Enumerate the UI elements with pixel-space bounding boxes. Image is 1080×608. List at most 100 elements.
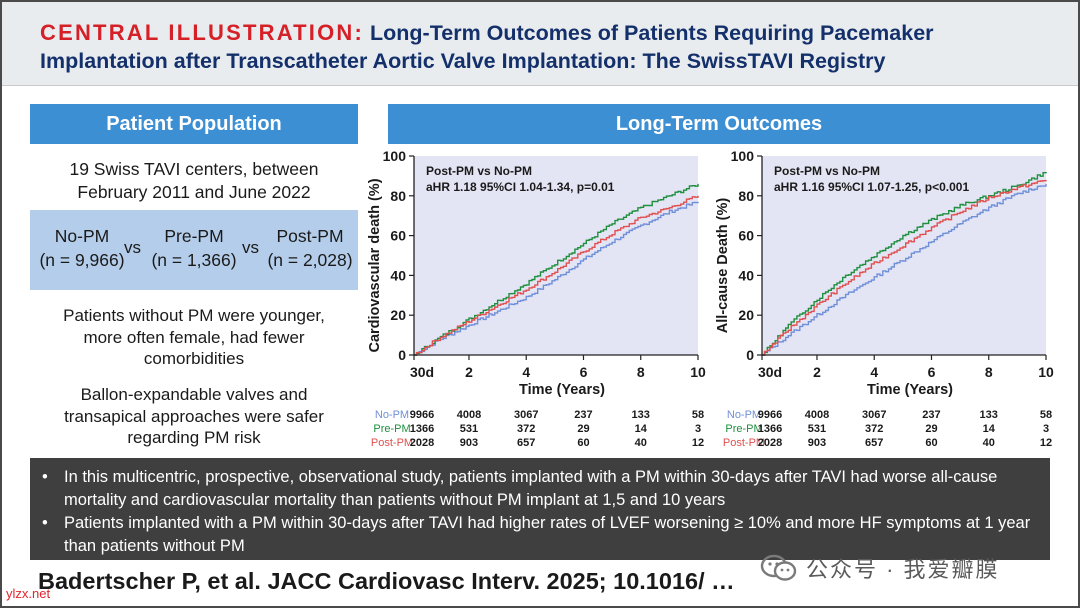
annotation-line-2: aHR 1.16 95%CI 1.07-1.25, p<0.001 [774, 180, 969, 194]
x-tick-label: 2 [813, 364, 821, 380]
annotation-line-1: Post-PM vs No-PM [426, 164, 532, 178]
annotation-line-1: Post-PM vs No-PM [774, 164, 880, 178]
annotation-line-2: aHR 1.18 95%CI 1.04-1.34, p=0.01 [426, 180, 615, 194]
y-axis-label: All-cause Death (%) [715, 198, 731, 334]
risk-count: 133 [632, 409, 650, 421]
group-count: (n = 1,366) [151, 250, 237, 270]
centers-line-1: 19 Swiss TAVI centers, between [69, 159, 319, 179]
vs-label-1: vs [124, 238, 141, 257]
risk-count: 3067 [862, 409, 886, 421]
note-line: Ballon-expandable valves and [80, 385, 308, 404]
x-tick-label: 6 [580, 364, 588, 380]
x-tick-label: 8 [637, 364, 645, 380]
group-name: Post-PM [276, 226, 344, 246]
risk-row-label: Post-PM [371, 437, 413, 449]
patient-population-banner: Patient Population [30, 104, 358, 144]
watermark: 公众号 · 我爱瓣膜 [760, 552, 1000, 584]
valve-note: Ballon-expandable valves and transapical… [30, 384, 358, 449]
risk-count: 903 [808, 437, 826, 449]
risk-count: 9966 [410, 409, 434, 421]
risk-count: 40 [635, 437, 647, 449]
x-tick-label: 10 [690, 364, 706, 380]
risk-count: 4008 [805, 409, 829, 421]
x-tick-label: 4 [522, 364, 530, 380]
risk-count: 133 [980, 409, 998, 421]
x-tick-label: 30d [758, 364, 782, 380]
wechat-icon [760, 554, 797, 581]
risk-count: 58 [1040, 409, 1052, 421]
y-tick-label: 60 [390, 228, 406, 244]
header-line-1: CENTRAL ILLUSTRATION: Long-Term Outcomes… [40, 20, 934, 46]
finding-1: • In this multicentric, prospective, obs… [40, 466, 1036, 512]
y-axis-label: Cardiovascular death (%) [367, 178, 383, 352]
group-pre-pm: Pre-PM (n = 1,366) [148, 224, 240, 272]
citation: Badertscher P, et al. JACC Cardiovasc In… [38, 568, 735, 594]
risk-count: 3 [1043, 423, 1049, 435]
group-count: (n = 9,966) [39, 250, 125, 270]
x-tick-label: 2 [465, 364, 473, 380]
note-line: regarding PM risk [127, 428, 261, 447]
risk-count: 12 [1040, 437, 1052, 449]
centers-line-2: February 2011 and June 2022 [77, 182, 311, 202]
risk-count: 237 [922, 409, 940, 421]
x-axis-label: Time (Years) [867, 382, 953, 398]
x-tick-label: 4 [870, 364, 878, 380]
risk-row-label: No-PM [375, 409, 409, 421]
series-line-pre-pm [762, 171, 1047, 356]
y-tick-label: 0 [398, 347, 406, 363]
risk-count: 2028 [758, 437, 782, 449]
watermark-text: 公众号 · 我爱瓣膜 [806, 557, 1000, 582]
risk-count: 372 [865, 423, 883, 435]
site-label: ylzx.net [6, 586, 51, 601]
central-illustration-label: CENTRAL ILLUSTRATION: [40, 20, 365, 45]
risk-count: 9966 [758, 409, 782, 421]
charts-area: 0 20 40 60 80 100 30d 2 4 6 8 10 Time (Years) Cardiov… [360, 146, 1080, 456]
finding-text: Patients implanted with a PM within 30-d… [64, 514, 1031, 555]
risk-count: 40 [983, 437, 995, 449]
y-tick-label: 80 [738, 188, 754, 204]
group-name: No-PM [54, 226, 110, 246]
x-tick-label: 8 [985, 364, 993, 380]
risk-row-label: Post-PM [723, 437, 765, 449]
risk-count: 3067 [514, 409, 538, 421]
risk-count: 2028 [410, 437, 434, 449]
risk-count: 657 [865, 437, 883, 449]
y-tick-label: 80 [390, 188, 406, 204]
header-title-line-1: Long-Term Outcomes of Patients Requiring… [370, 21, 934, 45]
risk-count: 1366 [410, 423, 434, 435]
bullet-mark: • [42, 514, 48, 532]
y-tick-label: 20 [738, 307, 754, 323]
risk-count: 531 [460, 423, 478, 435]
risk-count: 3 [695, 423, 701, 435]
series-line-pre-pm [414, 183, 699, 356]
plot-background [414, 156, 698, 355]
risk-count: 12 [692, 437, 704, 449]
finding-2: • Patients implanted with a PM within 30… [40, 512, 1036, 558]
header-title-line-2: Implantation after Transcatheter Aortic … [40, 49, 886, 73]
x-tick-label: 30d [410, 364, 434, 380]
y-tick-label: 40 [738, 267, 754, 283]
risk-count: 903 [460, 437, 478, 449]
y-tick-label: 60 [738, 228, 754, 244]
long-term-outcomes-banner: Long-Term Outcomes [388, 104, 1050, 144]
risk-count: 657 [517, 437, 535, 449]
risk-count: 14 [983, 423, 996, 435]
y-tick-label: 100 [383, 148, 407, 164]
risk-count: 4008 [457, 409, 481, 421]
patient-groups-box: No-PM (n = 9,966) vs Pre-PM (n = 1,366) … [30, 210, 358, 290]
risk-count: 531 [808, 423, 826, 435]
risk-count: 60 [577, 437, 589, 449]
group-count: (n = 2,028) [267, 250, 353, 270]
series-line-post-pm [762, 179, 1047, 356]
risk-count: 60 [925, 437, 937, 449]
y-tick-label: 0 [746, 347, 754, 363]
group-post-pm: Post-PM (n = 2,028) [264, 224, 356, 272]
note-line: Patients without PM were younger, [63, 306, 325, 325]
note-line: transapical approaches were safer [64, 406, 324, 426]
risk-count: 1366 [758, 423, 782, 435]
risk-count: 372 [517, 423, 535, 435]
finding-text: In this multicentric, prospective, obser… [64, 468, 998, 509]
key-findings-box: • In this multicentric, prospective, obs… [30, 458, 1050, 560]
centers-text: 19 Swiss TAVI centers, between February … [30, 158, 358, 204]
